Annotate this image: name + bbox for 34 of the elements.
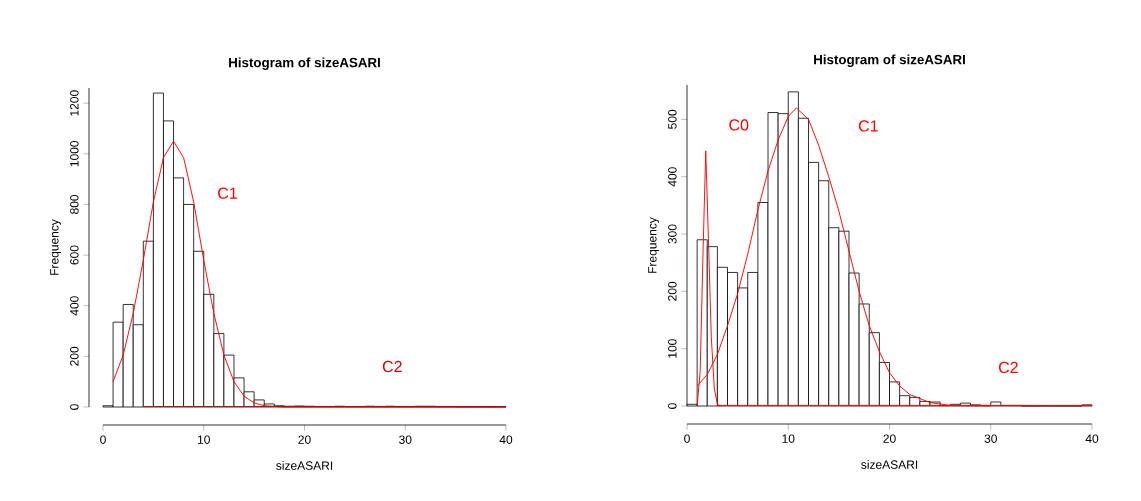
x-tick-label: 30 [399, 435, 412, 444]
x-tick-label: 10 [782, 434, 795, 443]
y-tick-label: 1000 [70, 140, 79, 167]
x-tick-label: 0 [684, 434, 690, 443]
x-tick-label: 40 [499, 435, 513, 444]
x-tick-label: 20 [883, 434, 896, 443]
y-tick-label: 1200 [70, 90, 79, 116]
x-tick-label: 30 [984, 434, 997, 443]
y-tick-label: 400 [70, 296, 79, 316]
y-tick-label: 400 [668, 167, 677, 187]
y-tick-label: 100 [668, 339, 677, 358]
chart-title: Histogram of sizeASARI [814, 54, 965, 67]
x-tick-label: 10 [198, 435, 210, 444]
y-tick-label: 200 [668, 281, 677, 301]
x-tick-label: 0 [100, 435, 106, 444]
text: C2 [998, 361, 1018, 374]
x-tick-label: 40 [1085, 434, 1099, 443]
series-label: C0 [729, 119, 749, 131]
y-tick-label: 600 [70, 245, 79, 265]
y-axis-title: Frequency [648, 217, 659, 273]
y-tick-label: 0 [70, 404, 79, 410]
chart-title: Histogram of sizeASARI [229, 57, 380, 70]
text: C1 [858, 120, 878, 132]
y-tick-label: 800 [70, 194, 79, 214]
x-tick-label: 20 [298, 435, 311, 444]
y-tick-label: 200 [70, 346, 79, 366]
x-axis-title: sizeASARI [276, 461, 333, 470]
y-tick-label: 300 [668, 224, 677, 244]
series-label: C1 [218, 187, 237, 199]
x-axis-title: sizeASARI [861, 460, 918, 469]
text: C2 [382, 360, 402, 373]
y-tick-label: 500 [668, 109, 677, 129]
y-tick-label: 0 [668, 403, 677, 409]
y-axis-title: Frequency [50, 219, 61, 275]
